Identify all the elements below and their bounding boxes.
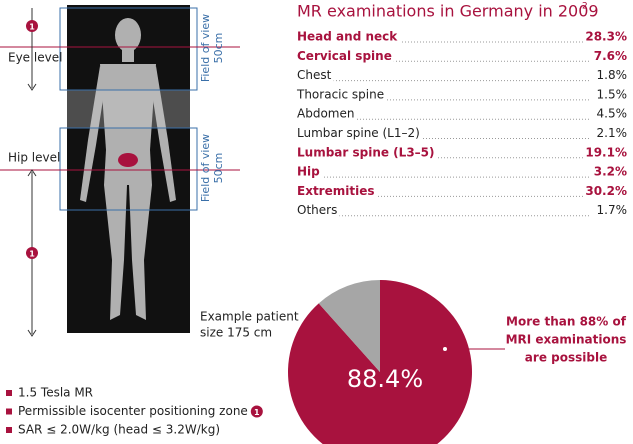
patient-note: Example patient	[200, 310, 299, 324]
leader-mask	[594, 203, 629, 218]
row-value: 1.5%	[597, 87, 628, 101]
table: Head and neck 28.3% Cervical spine 7.6% Ches…	[294, 29, 629, 218]
marker	[26, 247, 38, 259]
eye-label: Eye level	[8, 51, 62, 65]
pie-chart: 88.4% More than 88% of MRI examinations are…	[288, 280, 627, 444]
fov-text: Field of view	[199, 14, 212, 82]
value-label: 88.4%	[347, 365, 423, 393]
leader-mask	[295, 203, 340, 218]
marker-text: 1	[29, 250, 35, 259]
table-title: MR examinations in Germany in 2009	[297, 2, 599, 21]
marker	[250, 405, 263, 418]
hip-label: Hip level	[8, 151, 60, 165]
legend: 1.5 Tesla MR Permissible isocenter positi…	[6, 386, 263, 437]
leader-mask	[295, 145, 437, 160]
marker-text: 1	[29, 23, 35, 32]
row-value: 30.2%	[585, 184, 627, 198]
leader-mask	[295, 68, 334, 83]
leader-mask	[295, 126, 422, 140]
legend-bullet	[6, 427, 12, 433]
leader-mask	[594, 126, 629, 140]
fov-box	[59, 7, 198, 91]
legend-bullet	[6, 408, 12, 415]
pie-slice	[318, 280, 380, 372]
annotation: are possible	[525, 351, 607, 365]
fov-label: Field of view 50cm	[199, 14, 225, 82]
row-label: Chest	[297, 68, 332, 82]
legend-text: SAR ≤ 2.0W/kg (head ≤ 3.2W/kg)	[18, 423, 220, 437]
annotation: MRI examinations	[506, 333, 627, 347]
row-value: 2.1%	[597, 126, 628, 140]
row-value: 19.1%	[585, 145, 627, 159]
row-label: Thoracic spine	[296, 87, 384, 101]
legend-text: Permissible isocenter positioning zone	[18, 404, 248, 418]
leader-mask	[591, 48, 629, 63]
legend-bullet	[6, 390, 12, 396]
body-silhouette	[80, 18, 176, 320]
row-value: 4.5%	[597, 107, 628, 121]
annotation-dot	[443, 347, 447, 351]
pie-slice	[288, 280, 472, 444]
row-value: 1.7%	[597, 203, 628, 217]
row-label: Lumbar spine (L1–2)	[297, 126, 420, 140]
legend-text: 1.5 Tesla MR	[18, 386, 93, 400]
row-label: Cervical spine	[297, 49, 392, 63]
marker-text: 1	[254, 408, 260, 417]
fov-label: Field of view 50cm	[199, 134, 225, 202]
title-note: 2	[582, 2, 588, 12]
row-value: 28.3%	[585, 30, 627, 44]
leader-mask	[294, 87, 387, 102]
row-label: Extremities	[297, 184, 374, 198]
leader-mask	[594, 87, 629, 102]
marker	[26, 20, 38, 32]
leader-mask	[583, 145, 629, 160]
row-label: Hip	[297, 165, 320, 179]
leader-mask	[591, 164, 629, 179]
hip-highlight	[118, 153, 138, 167]
leader-mask	[295, 106, 357, 121]
leader-mask	[295, 164, 323, 179]
fov-box	[59, 127, 198, 211]
row-value: 7.6%	[594, 49, 627, 63]
fov-text: 50cm	[212, 33, 225, 64]
leader-mask	[594, 68, 629, 83]
leader-mask	[295, 48, 394, 63]
row-value: 3.2%	[594, 165, 627, 179]
patient-note: size 175 cm	[200, 326, 272, 340]
row-label: Lumbar spine (L3–5)	[297, 145, 435, 159]
leader-mask	[594, 106, 629, 121]
row-label: Others	[297, 203, 337, 217]
fov-text: Field of view	[199, 134, 212, 202]
row-label: Abdomen	[297, 107, 354, 121]
row-label: Head and neck	[297, 30, 398, 44]
fov-text: 50cm	[212, 153, 225, 184]
leader-mask	[583, 29, 629, 44]
leader-mask	[295, 183, 377, 198]
leader-mask	[295, 29, 401, 44]
row-value: 1.8%	[597, 68, 628, 82]
annotation: More than 88% of	[506, 315, 627, 329]
leader-mask	[583, 183, 629, 198]
